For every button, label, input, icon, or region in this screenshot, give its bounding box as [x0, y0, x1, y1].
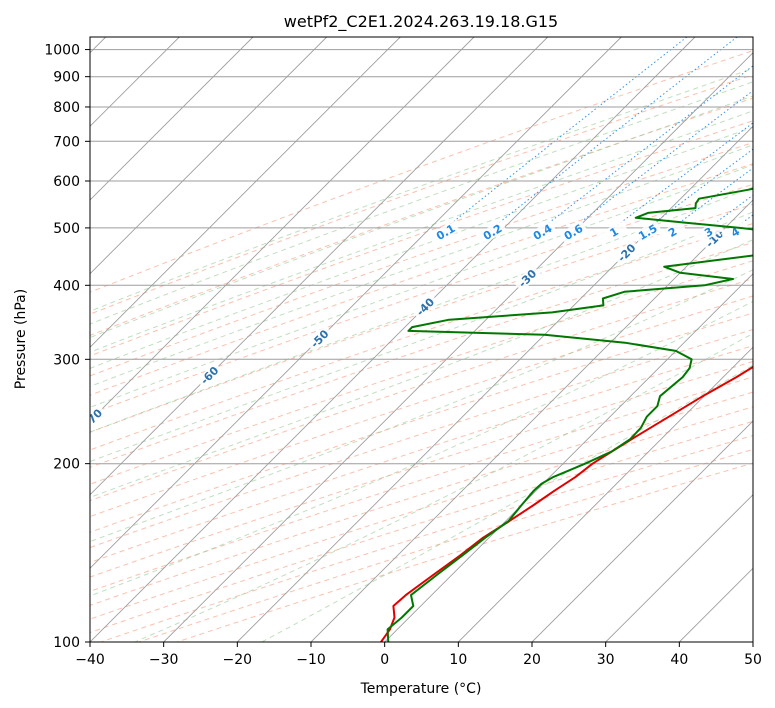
y-tick-label: 1000	[44, 43, 80, 59]
mixing-ratio-line	[572, 90, 753, 229]
isotherm-label-box	[701, 224, 729, 252]
y-axis: 100 200 300 400 500 600 700 800 900 1000	[44, 43, 90, 651]
isotherm-line	[90, 37, 549, 496]
isotherm-label-box	[195, 361, 223, 389]
mixing-ratio-label-group: 2	[658, 220, 687, 244]
x-tick-label: 10	[449, 652, 467, 668]
x-tick-label: −30	[149, 652, 179, 668]
moist-adiabat	[90, 269, 753, 543]
y-tick-label: 900	[53, 70, 80, 86]
x-tick-label: 0	[380, 652, 389, 668]
mixing-ratio-label-box	[478, 220, 507, 244]
mixing-ratio-label-box	[431, 220, 460, 244]
dry-adiabat	[90, 391, 753, 606]
profile-line	[386, 187, 753, 642]
x-tick-label: −40	[75, 652, 105, 668]
dry-adiabat	[90, 295, 753, 518]
isotherm-line	[163, 52, 753, 642]
x-axis-title: Temperature (°C)	[360, 681, 482, 697]
mixing-ratio-label-group: 1	[599, 220, 629, 244]
isotherm-line	[384, 273, 753, 642]
y-tick-label: 100	[53, 635, 80, 651]
isotherm-line	[605, 494, 753, 642]
isotherm-line	[90, 37, 475, 422]
y-axis-title: Pressure (hPa)	[13, 289, 29, 389]
x-axis: −40 −30 −20 −10 0 10 20 30 40 50	[75, 642, 762, 668]
background-lines	[90, 37, 753, 642]
moist-adiabat	[90, 211, 753, 463]
y-tick-label: 600	[53, 174, 80, 190]
y-tick-label: 200	[53, 457, 80, 473]
moist-adiabat	[261, 364, 753, 642]
dry-adiabat	[90, 260, 753, 485]
mixing-ratio-label-box	[720, 220, 750, 244]
x-tick-label: 40	[670, 652, 688, 668]
x-tick-label: 30	[597, 652, 615, 668]
mixing-ratio-label-box	[559, 220, 588, 244]
y-tick-label: 800	[53, 100, 80, 116]
chart-title: wetPf2_C2E1.2024.263.19.18.G15	[284, 12, 558, 32]
isotherm-line	[236, 125, 753, 642]
mixing-ratio-label-box	[528, 220, 557, 244]
isotherm-line	[90, 37, 328, 275]
mixing-ratio-line	[542, 65, 753, 229]
moist-adiabat	[90, 67, 753, 312]
isotherm-line	[310, 199, 753, 642]
mixing-ratio-label-box	[658, 220, 687, 244]
y-tick-label: 700	[53, 134, 80, 150]
x-tick-label: −10	[296, 652, 326, 668]
x-tick-label: 20	[523, 652, 541, 668]
isotherm-line	[90, 37, 401, 348]
mixing-ratio-label-box	[633, 220, 662, 244]
dry-adiabat	[90, 203, 753, 433]
x-tick-label: 50	[744, 652, 762, 668]
moist-adiabat	[90, 110, 753, 353]
isotherm-label-box	[513, 264, 541, 292]
mixing-ratio-label-box	[599, 220, 629, 244]
y-tick-label: 400	[53, 278, 80, 294]
y-tick-label: 300	[53, 352, 80, 368]
isotherm-label-box	[90, 404, 107, 432]
plot-frame	[89, 36, 754, 643]
y-tick-label: 500	[53, 221, 80, 237]
mixing-ratio-line	[672, 167, 753, 229]
isotherm-label-box	[613, 239, 641, 267]
profile-lines	[380, 187, 753, 642]
dry-adiabat	[90, 241, 753, 468]
dry-adiabat	[90, 97, 753, 336]
isotherm-line	[90, 37, 254, 201]
isotherm-label-box	[306, 325, 334, 353]
isotherm-line	[531, 420, 753, 642]
moist-adiabat	[90, 144, 753, 387]
isotherm-label-box	[411, 293, 439, 321]
dry-adiabat	[90, 345, 753, 564]
dry-adiabat	[90, 142, 753, 377]
isotherm-line	[457, 346, 753, 642]
moist-adiabat	[90, 300, 753, 597]
dry-adiabat	[90, 50, 753, 293]
dry-adiabat	[90, 163, 753, 396]
isotherm-line	[90, 37, 696, 642]
x-tick-label: −20	[223, 652, 253, 668]
dry-adiabat	[90, 74, 753, 315]
